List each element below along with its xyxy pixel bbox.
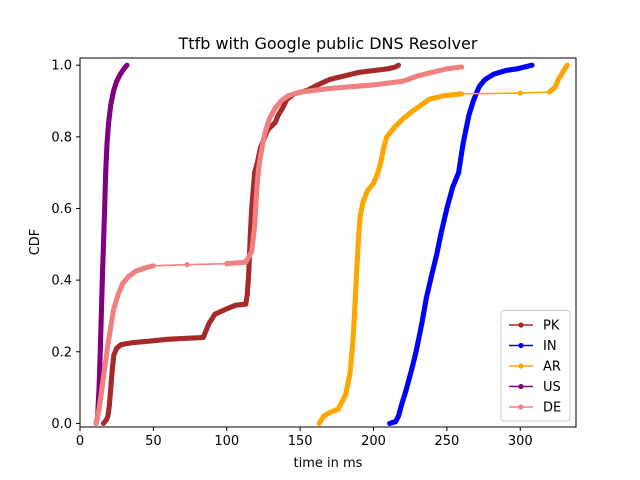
series-in [387, 62, 535, 427]
data-point [184, 262, 190, 268]
legend-item-ar: AR [509, 360, 561, 375]
x-tick-label: 250 [434, 434, 459, 449]
legend-swatch-marker [518, 383, 524, 390]
x-axis-label: time in ms [294, 456, 363, 471]
legend-swatch-marker [518, 342, 524, 349]
legend-label: US [543, 380, 561, 395]
y-axis: 0.0 0.2 0.4 0.6 0.8 1.0 [51, 59, 80, 432]
x-tick-label: 150 [288, 434, 313, 449]
data-point [458, 91, 465, 97]
series-ar [316, 62, 570, 427]
legend-item-in: IN [509, 339, 557, 354]
y-tick-label: 0.4 [51, 274, 72, 289]
series-de [93, 64, 465, 427]
y-tick-label: 1.0 [51, 59, 72, 74]
legend-swatch-marker [518, 404, 524, 410]
x-tick-label: 200 [361, 434, 386, 449]
x-tick-label: 100 [214, 434, 239, 449]
x-tick-label: 300 [508, 434, 533, 449]
legend-swatch-marker [518, 363, 524, 369]
legend-item-pk: PK [509, 319, 560, 334]
y-tick-label: 0.6 [51, 202, 72, 217]
x-tick-label: 50 [145, 434, 162, 449]
y-tick-label: 0.8 [51, 130, 72, 145]
chart-title: Ttfb with Google public DNS Resolver [178, 34, 478, 53]
data-point [529, 62, 535, 68]
axes-frame [79, 57, 577, 428]
legend-box [500, 310, 571, 422]
legend-label: DE [543, 401, 561, 416]
legend-swatch-marker [518, 322, 524, 328]
data-point [517, 90, 523, 96]
data-point [458, 64, 465, 70]
plot-area [93, 62, 570, 427]
x-tick-label: 0 [76, 434, 84, 449]
y-tick-label: 0.2 [51, 345, 72, 360]
legend-label: IN [543, 339, 557, 354]
y-axis-label: CDF [28, 229, 43, 256]
legend: PK IN AR US DE [500, 310, 571, 422]
data-point [150, 263, 156, 269]
legend-item-de: DE [509, 401, 561, 416]
x-axis: 0 50 100 150 200 250 300 [76, 427, 533, 449]
legend-label: PK [543, 319, 560, 334]
legend-label: AR [543, 360, 561, 375]
data-point [395, 62, 402, 68]
y-tick-label: 0.0 [51, 417, 72, 432]
legend-item-us: US [509, 380, 561, 395]
series-line [95, 66, 462, 424]
data-point [564, 62, 570, 68]
data-point [124, 62, 130, 68]
